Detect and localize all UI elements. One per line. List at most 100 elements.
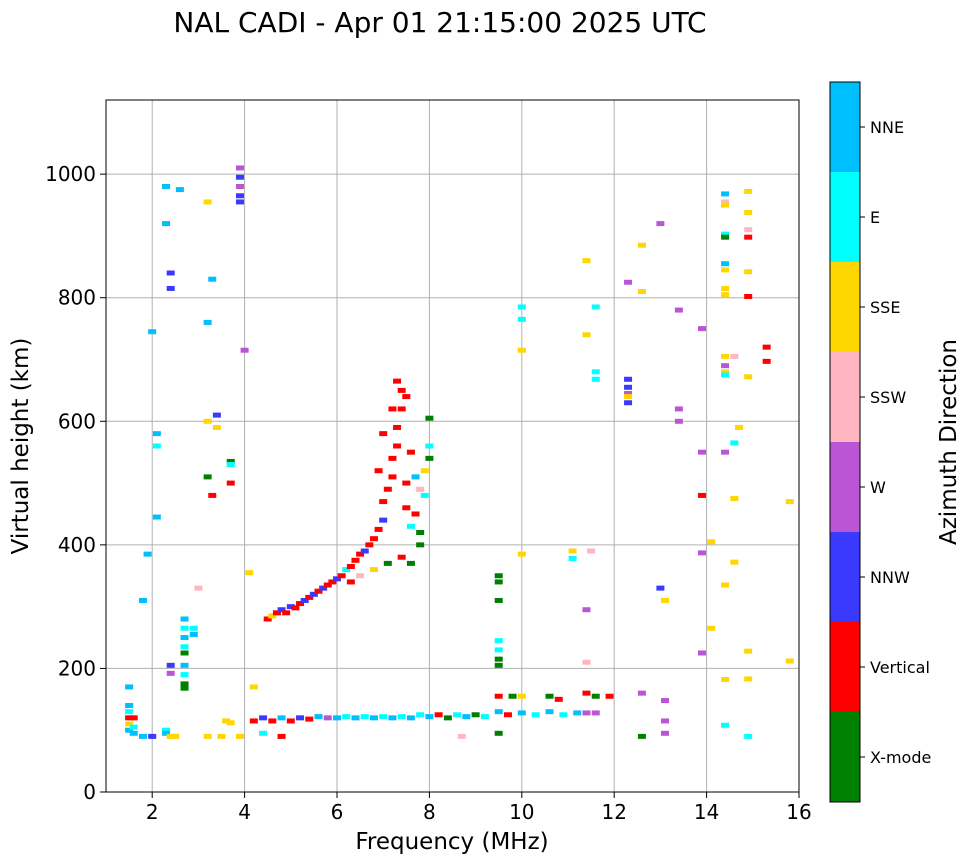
echo-point [203,418,212,424]
echo-point [291,605,300,611]
echo-point [393,424,402,430]
echo-point [674,418,683,424]
echo-point [360,548,369,554]
echo-point [674,307,683,313]
echo-point [148,329,157,335]
echo-point [591,369,600,375]
x-tick-label: 4 [238,800,251,824]
echo-point [235,733,244,739]
echo-point [342,714,351,720]
y-axis-ticks: 0 200 400 600 800 1000 [45,162,106,804]
echo-point [785,499,794,505]
echo-point [138,597,147,603]
echo-point [305,594,314,600]
echo-point [503,712,512,718]
echo-point [494,638,503,644]
echo-point [707,625,716,631]
echo-point [212,424,221,430]
echo-point [346,563,355,569]
echo-point [226,720,235,726]
echo-point [624,279,633,285]
colorbar-segment [830,352,860,442]
echo-point [637,690,646,696]
echo-point [582,710,591,716]
echo-point [582,332,591,338]
echo-point [425,443,434,449]
echo-point [661,698,670,704]
echo-point [180,685,189,691]
echo-point [494,730,503,736]
echo-point [259,730,268,736]
echo-point [406,715,415,721]
echo-point [721,191,730,197]
echo-point [721,199,730,205]
echo-point [573,710,582,716]
echo-point [337,573,346,579]
colorbar-tick-label: NNE [870,118,904,137]
echo-points [125,165,794,739]
echo-point [323,582,332,588]
echo-point [180,681,189,687]
echo-point [356,573,365,579]
echo-point [189,625,198,631]
echo-point [721,231,730,237]
echo-point [721,202,730,208]
echo-point [624,400,633,406]
echo-point [328,579,337,585]
echo-point [707,539,716,545]
echo-point [226,462,235,468]
echo-point [697,492,706,498]
echo-point [369,536,378,542]
echo-point [697,449,706,455]
echo-point [175,187,184,193]
echo-point [319,585,328,591]
echo-point [296,715,305,721]
echo-point [697,550,706,556]
echo-point [730,353,739,359]
echo-point [480,714,489,720]
echo-point [379,431,388,437]
echo-point [462,714,471,720]
echo-point [203,319,212,325]
echo-point [166,285,175,291]
echo-point [235,165,244,171]
echo-point [591,304,600,310]
echo-point [559,712,568,718]
echo-point [388,474,397,480]
echo-point [531,712,540,718]
echo-point [402,394,411,400]
colorbar-segment [830,262,860,352]
echo-point [656,585,665,591]
colorbar-segment [830,82,860,172]
echo-point [744,269,753,275]
echo-point [268,613,277,619]
colorbar-segment [830,442,860,532]
echo-point [208,492,217,498]
echo-point [656,221,665,227]
colorbar-segment [830,172,860,262]
echo-point [249,718,258,724]
colorbar-tick-label: Vertical [870,658,930,677]
plot-area [106,100,799,792]
echo-point [453,712,462,718]
echo-point [162,184,171,189]
echo-point [143,551,152,557]
echo-point [286,604,295,610]
grid-lines [106,100,799,792]
echo-point [411,474,420,480]
echo-point [212,412,221,418]
echo-point [406,449,415,455]
x-tick-label: 10 [509,800,534,824]
echo-point [582,607,591,613]
echo-point [277,715,286,721]
echo-point [721,261,730,267]
echo-point [402,505,411,511]
echo-point [517,710,526,716]
echo-point [661,730,670,736]
echo-point [360,714,369,720]
echo-point [152,514,161,520]
echo-point [730,496,739,502]
colorbar-frame [829,81,861,803]
echo-point [517,316,526,322]
echo-point [734,424,743,430]
